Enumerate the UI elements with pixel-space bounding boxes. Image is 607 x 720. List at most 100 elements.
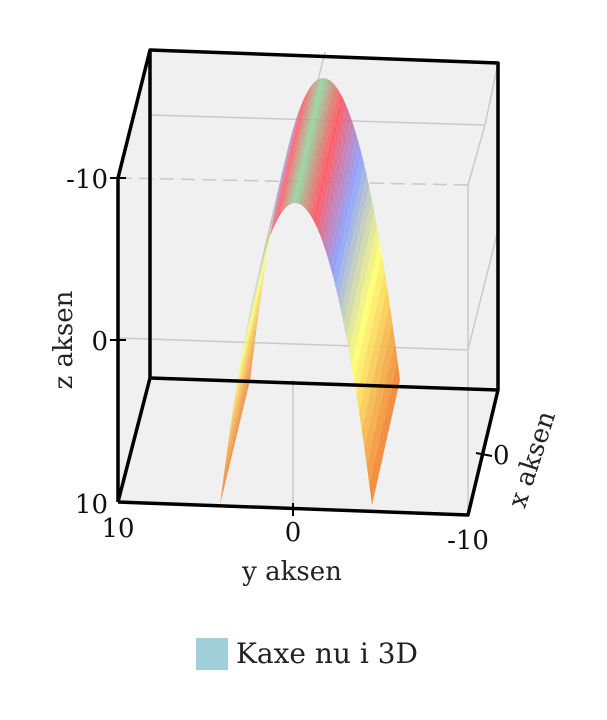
surface-patch bbox=[245, 369, 251, 400]
surface-patch bbox=[298, 138, 303, 151]
surface-patch bbox=[262, 250, 268, 275]
surface-patch bbox=[366, 288, 372, 314]
surface-patch bbox=[326, 166, 332, 183]
surface-patch bbox=[314, 106, 320, 117]
surface-patch bbox=[305, 198, 310, 212]
surface-patch bbox=[255, 290, 261, 317]
surface-patch bbox=[354, 244, 359, 267]
surface-patch bbox=[355, 192, 361, 214]
surface-patch bbox=[284, 144, 290, 163]
surface-patch bbox=[234, 377, 240, 404]
surface-patch bbox=[376, 352, 382, 381]
surface-patch bbox=[297, 131, 303, 145]
surface-patch bbox=[311, 157, 317, 170]
surface-patch bbox=[340, 140, 345, 158]
surface-patch bbox=[261, 240, 267, 262]
surface-patch bbox=[253, 293, 258, 320]
surface-patch bbox=[382, 417, 388, 448]
surface-patch bbox=[378, 437, 383, 467]
surface-patch bbox=[270, 202, 276, 224]
surface-patch bbox=[328, 92, 334, 106]
surface-patch bbox=[267, 213, 273, 235]
surface-patch bbox=[316, 163, 322, 177]
surface-patch bbox=[260, 259, 265, 285]
surface-patch bbox=[371, 465, 377, 496]
surface-patch bbox=[395, 360, 400, 390]
surface-patch bbox=[296, 113, 302, 129]
surface-patch bbox=[361, 283, 367, 308]
surface-patch bbox=[377, 265, 383, 291]
surface-patch bbox=[300, 145, 306, 157]
surface-patch bbox=[336, 193, 342, 212]
surface-patch bbox=[311, 106, 317, 117]
surface-patch bbox=[368, 418, 374, 447]
surface-patch bbox=[330, 222, 335, 241]
surface-patch bbox=[254, 269, 260, 291]
surface-patch bbox=[327, 232, 333, 251]
surface-patch bbox=[255, 274, 261, 299]
surface-patch bbox=[352, 276, 358, 299]
surface-patch bbox=[332, 230, 338, 250]
surface-patch bbox=[230, 403, 235, 430]
surface-patch bbox=[373, 456, 379, 486]
surface-patch bbox=[360, 317, 365, 343]
surface-patch bbox=[263, 234, 268, 257]
surface-patch bbox=[344, 240, 350, 262]
surface-patch bbox=[284, 176, 289, 191]
surface-patch bbox=[329, 188, 335, 206]
surface-patch bbox=[369, 199, 375, 222]
surface-patch bbox=[289, 126, 294, 145]
surface-patch bbox=[321, 157, 326, 172]
surface-patch bbox=[349, 242, 355, 264]
surface-patch bbox=[369, 475, 375, 505]
surface-patch bbox=[283, 171, 289, 187]
surface-patch bbox=[238, 389, 244, 418]
surface-patch bbox=[225, 438, 230, 467]
surface-patch bbox=[268, 211, 273, 233]
surface-patch bbox=[246, 335, 251, 363]
surface-patch bbox=[315, 78, 321, 89]
surface-patch bbox=[374, 362, 380, 390]
surface-patch bbox=[373, 259, 378, 285]
surface-patch bbox=[308, 156, 314, 168]
surface-patch bbox=[362, 332, 368, 358]
surface-patch bbox=[357, 302, 363, 327]
surface-patch bbox=[334, 99, 339, 114]
surface-patch bbox=[298, 155, 304, 166]
surface-patch bbox=[287, 143, 293, 160]
surface-patch bbox=[359, 269, 364, 294]
surface-patch bbox=[294, 123, 300, 138]
surface-patch bbox=[346, 191, 351, 212]
surface-patch bbox=[301, 94, 306, 110]
surface-patch bbox=[282, 157, 288, 175]
surface-patch bbox=[305, 126, 310, 138]
surface-patch bbox=[257, 287, 263, 315]
surface-patch bbox=[361, 393, 367, 421]
surface-patch bbox=[236, 389, 242, 418]
surface-patch bbox=[296, 156, 301, 168]
surface-patch bbox=[355, 336, 361, 362]
surface-patch bbox=[364, 196, 370, 219]
surface-patch bbox=[278, 182, 284, 199]
surface-patch bbox=[229, 427, 235, 457]
surface-patch bbox=[348, 295, 353, 318]
surface-patch bbox=[257, 280, 263, 307]
surface-patch bbox=[347, 273, 353, 296]
surface-patch bbox=[372, 212, 377, 236]
z-axis-ticks bbox=[110, 177, 126, 341]
surface-patch bbox=[335, 239, 340, 260]
surface-patch bbox=[338, 269, 343, 291]
surface-patch bbox=[333, 249, 338, 269]
surface-patch bbox=[280, 166, 286, 185]
surface-patch bbox=[233, 417, 239, 448]
surface-patch bbox=[385, 287, 390, 315]
surface-patch bbox=[286, 167, 291, 181]
surface-patch bbox=[304, 117, 310, 130]
surface-patch bbox=[336, 176, 341, 194]
surface-patch bbox=[313, 79, 319, 91]
surface-patch bbox=[292, 193, 298, 204]
surface-patch bbox=[356, 256, 362, 280]
surface-patch bbox=[346, 231, 352, 252]
surface-patch bbox=[304, 102, 309, 116]
x-tick-label: 0 bbox=[493, 441, 510, 471]
